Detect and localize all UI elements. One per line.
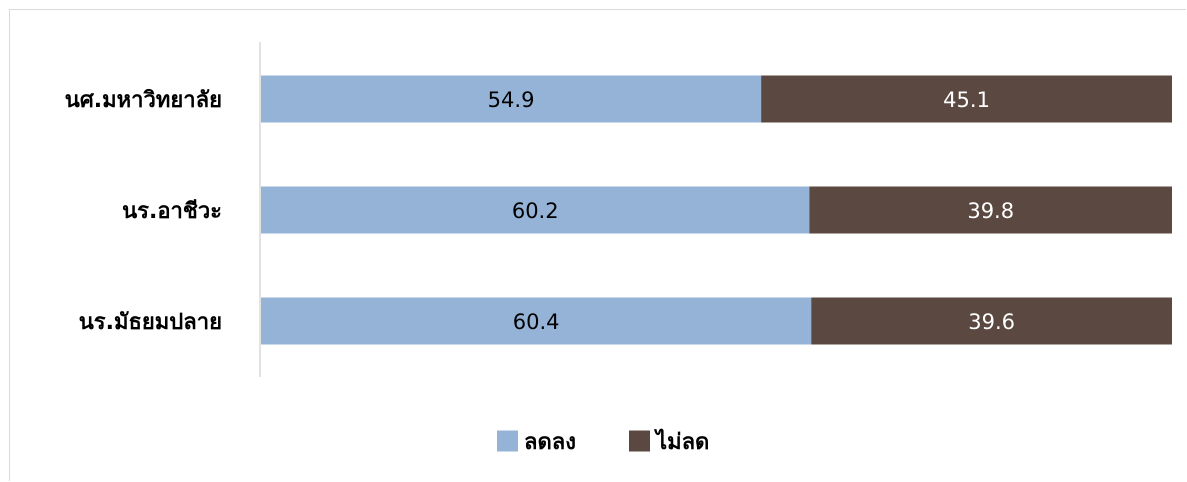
data-label: 45.1 bbox=[943, 88, 990, 112]
legend-label: ลดลง bbox=[524, 430, 576, 455]
bars-group: 54.9 45.1 60.2 39.8 60.4 39.6 bbox=[261, 75, 1172, 345]
legend-label: ไม่ลด bbox=[654, 428, 709, 455]
chart-frame bbox=[9, 9, 1186, 481]
bar-segment bbox=[809, 186, 1172, 234]
legend-swatch bbox=[629, 430, 650, 452]
data-label: 39.6 bbox=[968, 310, 1015, 334]
data-label: 39.8 bbox=[967, 199, 1014, 223]
bar-segment bbox=[261, 297, 812, 345]
category-label: นศ.มหาวิทยาลัย bbox=[65, 88, 222, 113]
bar-segment bbox=[261, 186, 810, 234]
data-label: 60.2 bbox=[512, 199, 559, 223]
category-label: นร.อาชีวะ bbox=[122, 199, 222, 224]
category-label: นร.มัธยมปลาย bbox=[79, 310, 222, 335]
bar-segment bbox=[261, 75, 762, 123]
legend: ลดลง ไม่ลด bbox=[497, 428, 709, 455]
bar-segment bbox=[761, 75, 1172, 123]
data-label: 60.4 bbox=[513, 310, 560, 334]
data-label: 54.9 bbox=[488, 88, 535, 112]
bar-segment bbox=[811, 297, 1172, 345]
legend-swatch bbox=[497, 430, 518, 452]
